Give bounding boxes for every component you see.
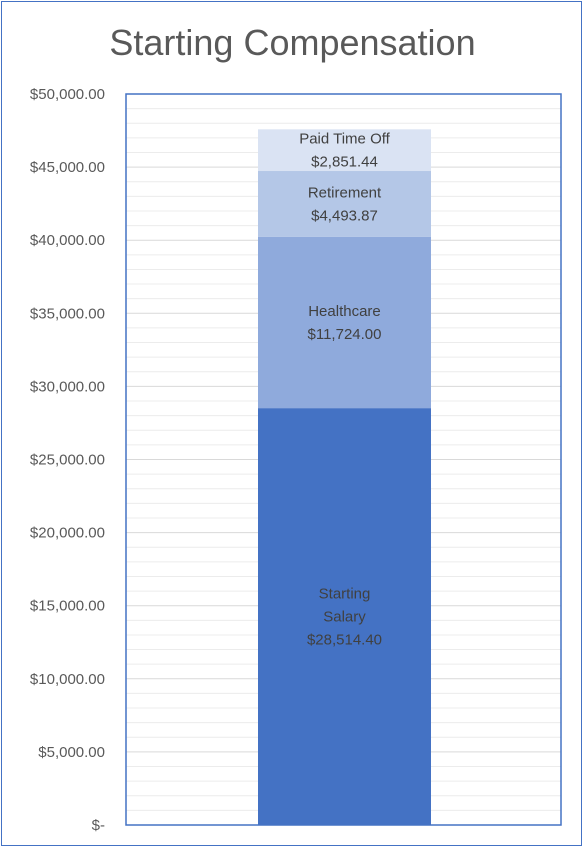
stacked-bar [258, 129, 431, 825]
y-tick-label: $35,000.00 [30, 305, 105, 322]
bar-segment [258, 408, 431, 825]
plot-area-border [125, 93, 562, 826]
y-tick-label: $20,000.00 [30, 525, 105, 542]
y-tick-label: $- [92, 817, 105, 834]
y-tick-label: $45,000.00 [30, 159, 105, 176]
y-tick-label: $30,000.00 [30, 378, 105, 395]
y-tick-label: $25,000.00 [30, 452, 105, 469]
data-label: $2,851.44 [311, 154, 378, 171]
y-tick-label: $10,000.00 [30, 671, 105, 688]
data-label: Healthcare [308, 303, 381, 320]
y-axis-ticks: $- $5,000.00 $10,000.00 $15,000.00 $20,000.0… [30, 86, 105, 834]
data-label: Retirement [308, 184, 382, 201]
data-label: Starting [319, 586, 371, 603]
data-label: $11,724.00 [308, 326, 382, 343]
chart-title: Starting Compensation [109, 22, 476, 63]
y-tick-label: $40,000.00 [30, 232, 105, 249]
data-label: Salary [323, 609, 366, 626]
bar-segment [258, 129, 431, 172]
y-tick-label: $50,000.00 [30, 86, 105, 103]
data-label: $28,514.40 [307, 632, 382, 649]
y-tick-label: $5,000.00 [38, 744, 105, 761]
data-label: $4,493.87 [311, 207, 378, 224]
data-label: Paid Time Off [299, 131, 390, 148]
bar-segment [258, 171, 431, 237]
y-tick-label: $15,000.00 [30, 598, 105, 615]
segment-labels: Starting Salary $28,514.40 Healthcare $11,72… [299, 131, 390, 649]
bar-segment [258, 236, 431, 409]
